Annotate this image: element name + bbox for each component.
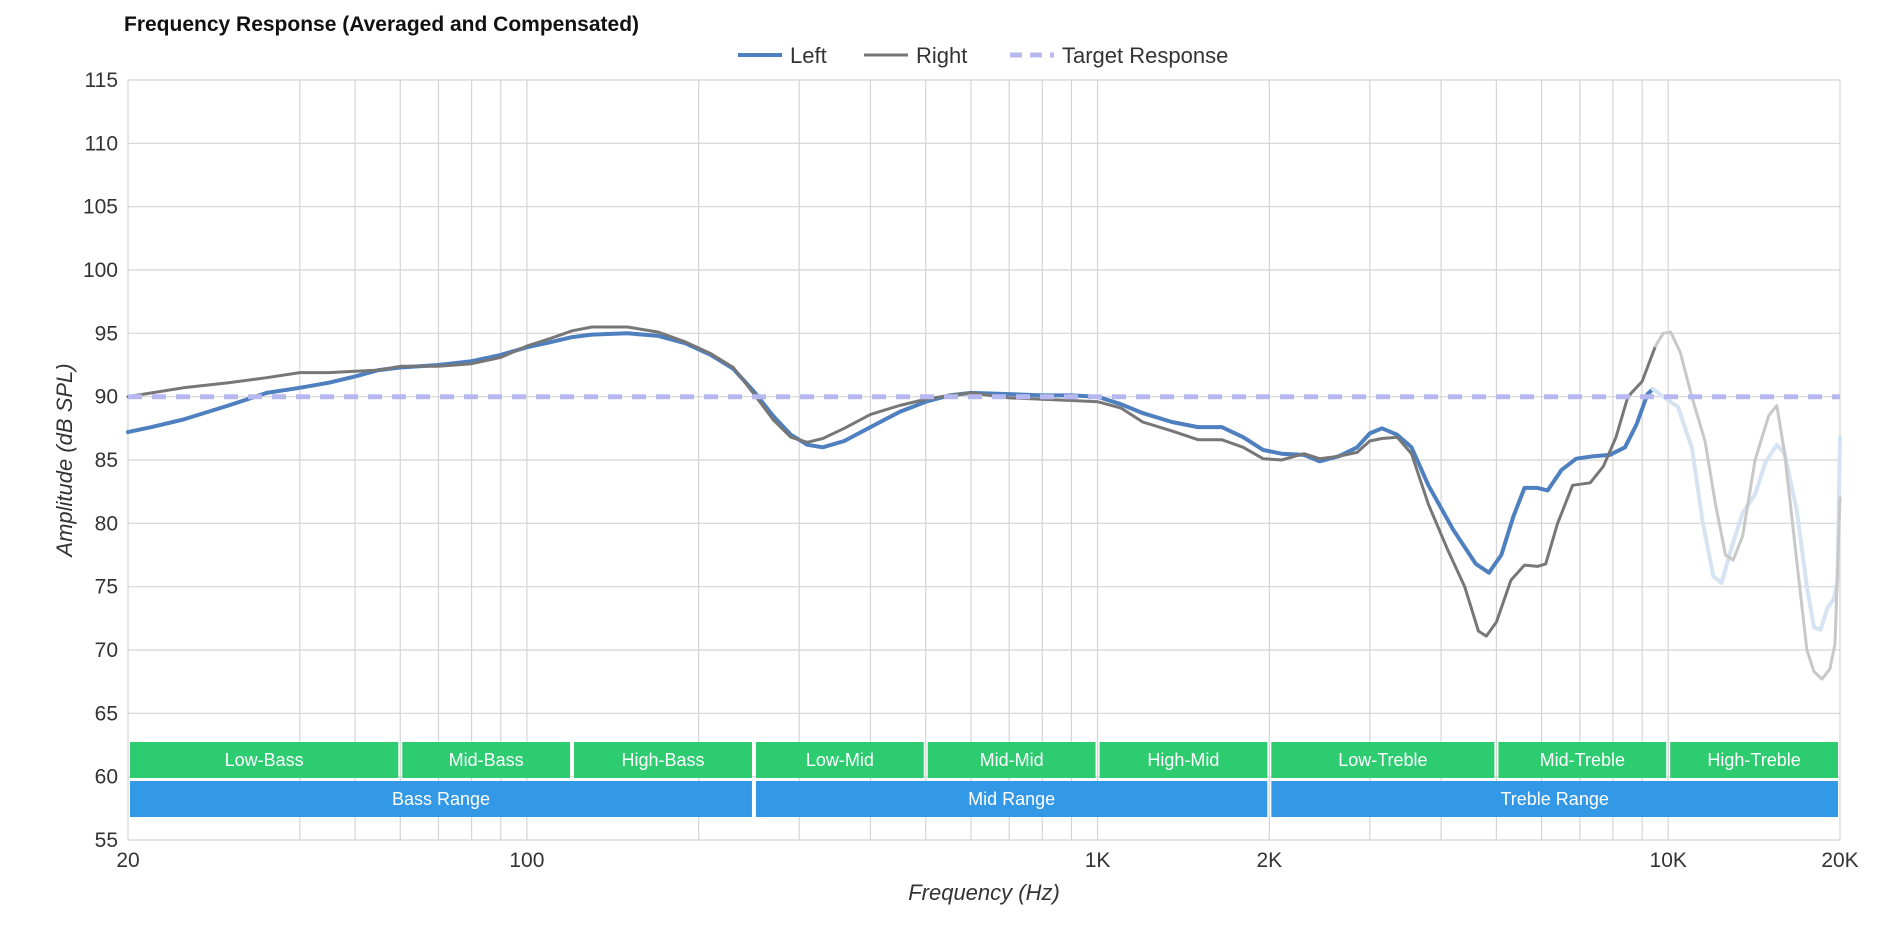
x-tick-label-20k: 20K	[1821, 849, 1858, 872]
range-band-high-bass	[574, 742, 752, 778]
range-band-label-mid-mid: Mid-Mid	[980, 750, 1044, 770]
y-tick-label-75: 75	[95, 576, 118, 599]
group-band-label-treble-range: Treble Range	[1500, 789, 1608, 809]
range-band-low-treble	[1271, 742, 1495, 778]
range-band-label-high-treble: High-Treble	[1707, 750, 1800, 770]
x-axis-title: Frequency (Hz)	[908, 880, 1060, 905]
group-band-label-mid-range: Mid Range	[968, 789, 1055, 809]
y-tick-label-60: 60	[95, 766, 118, 789]
y-tick-label-90: 90	[95, 386, 118, 409]
range-band-label-mid-treble: Mid-Treble	[1540, 750, 1625, 770]
range-band-low-mid	[755, 742, 924, 778]
x-tick-label-100: 100	[509, 849, 544, 872]
y-tick-label-70: 70	[95, 639, 118, 662]
legend-label-target-response: Target Response	[1062, 43, 1228, 68]
y-tick-label-100: 100	[83, 259, 118, 282]
range-band-mid-mid	[927, 742, 1096, 778]
y-tick-label-55: 55	[95, 829, 118, 852]
y-tick-label-115: 115	[85, 69, 118, 92]
group-band-treble-range	[1271, 781, 1838, 817]
range-band-mid-treble	[1498, 742, 1667, 778]
series-line-right-extended	[1654, 330, 1842, 681]
series-lines	[126, 325, 1842, 681]
range-band-high-mid	[1099, 742, 1268, 778]
legend: Left Right Target Response	[738, 43, 1228, 68]
range-band-mid-bass	[402, 742, 571, 778]
series-line-left	[126, 331, 1655, 575]
group-band-mid-range	[755, 781, 1268, 817]
y-tick-label-65: 65	[95, 702, 118, 725]
y-tick-label-95: 95	[95, 322, 118, 345]
range-bands: Low-Bass Mid-Bass High-Bass Low-Mid Mid-Mid H…	[130, 742, 1838, 817]
y-axis-title: Amplitude (dB SPL)	[52, 363, 77, 558]
range-band-label-low-bass: Low-Bass	[225, 750, 304, 770]
x-axis-ticks: 20 100 1K 2K 10K 20K	[116, 849, 1858, 872]
y-tick-label-105: 105	[83, 196, 118, 219]
y-axis-ticks: 55 60 65 70 75 80 85 90 95 100 105 110 115	[83, 69, 118, 852]
x-tick-label-2k: 2K	[1256, 849, 1282, 872]
range-band-label-low-mid: Low-Mid	[806, 750, 874, 770]
group-band-label-bass-range: Bass Range	[392, 789, 490, 809]
range-band-high-treble	[1670, 742, 1838, 778]
y-tick-label-85: 85	[95, 449, 118, 472]
chart-title: Frequency Response (Averaged and Compens…	[124, 13, 639, 36]
legend-label-right: Right	[916, 43, 967, 68]
range-band-label-high-mid: High-Mid	[1147, 750, 1219, 770]
series-line-left-extended	[1650, 387, 1842, 632]
range-band-label-mid-bass: Mid-Bass	[449, 750, 524, 770]
x-tick-label-10k: 10K	[1650, 849, 1687, 872]
series-line-right	[126, 325, 1657, 638]
legend-label-left: Left	[790, 43, 827, 68]
x-tick-label-20: 20	[116, 849, 139, 872]
range-band-label-high-bass: High-Bass	[622, 750, 705, 770]
x-tick-label-1k: 1K	[1085, 849, 1111, 872]
y-tick-label-110: 110	[85, 132, 118, 155]
grid	[127, 79, 1841, 841]
range-band-low-bass	[130, 742, 399, 778]
y-tick-label-80: 80	[95, 512, 118, 535]
range-band-label-low-treble: Low-Treble	[1338, 750, 1427, 770]
group-band-bass-range	[130, 781, 752, 817]
